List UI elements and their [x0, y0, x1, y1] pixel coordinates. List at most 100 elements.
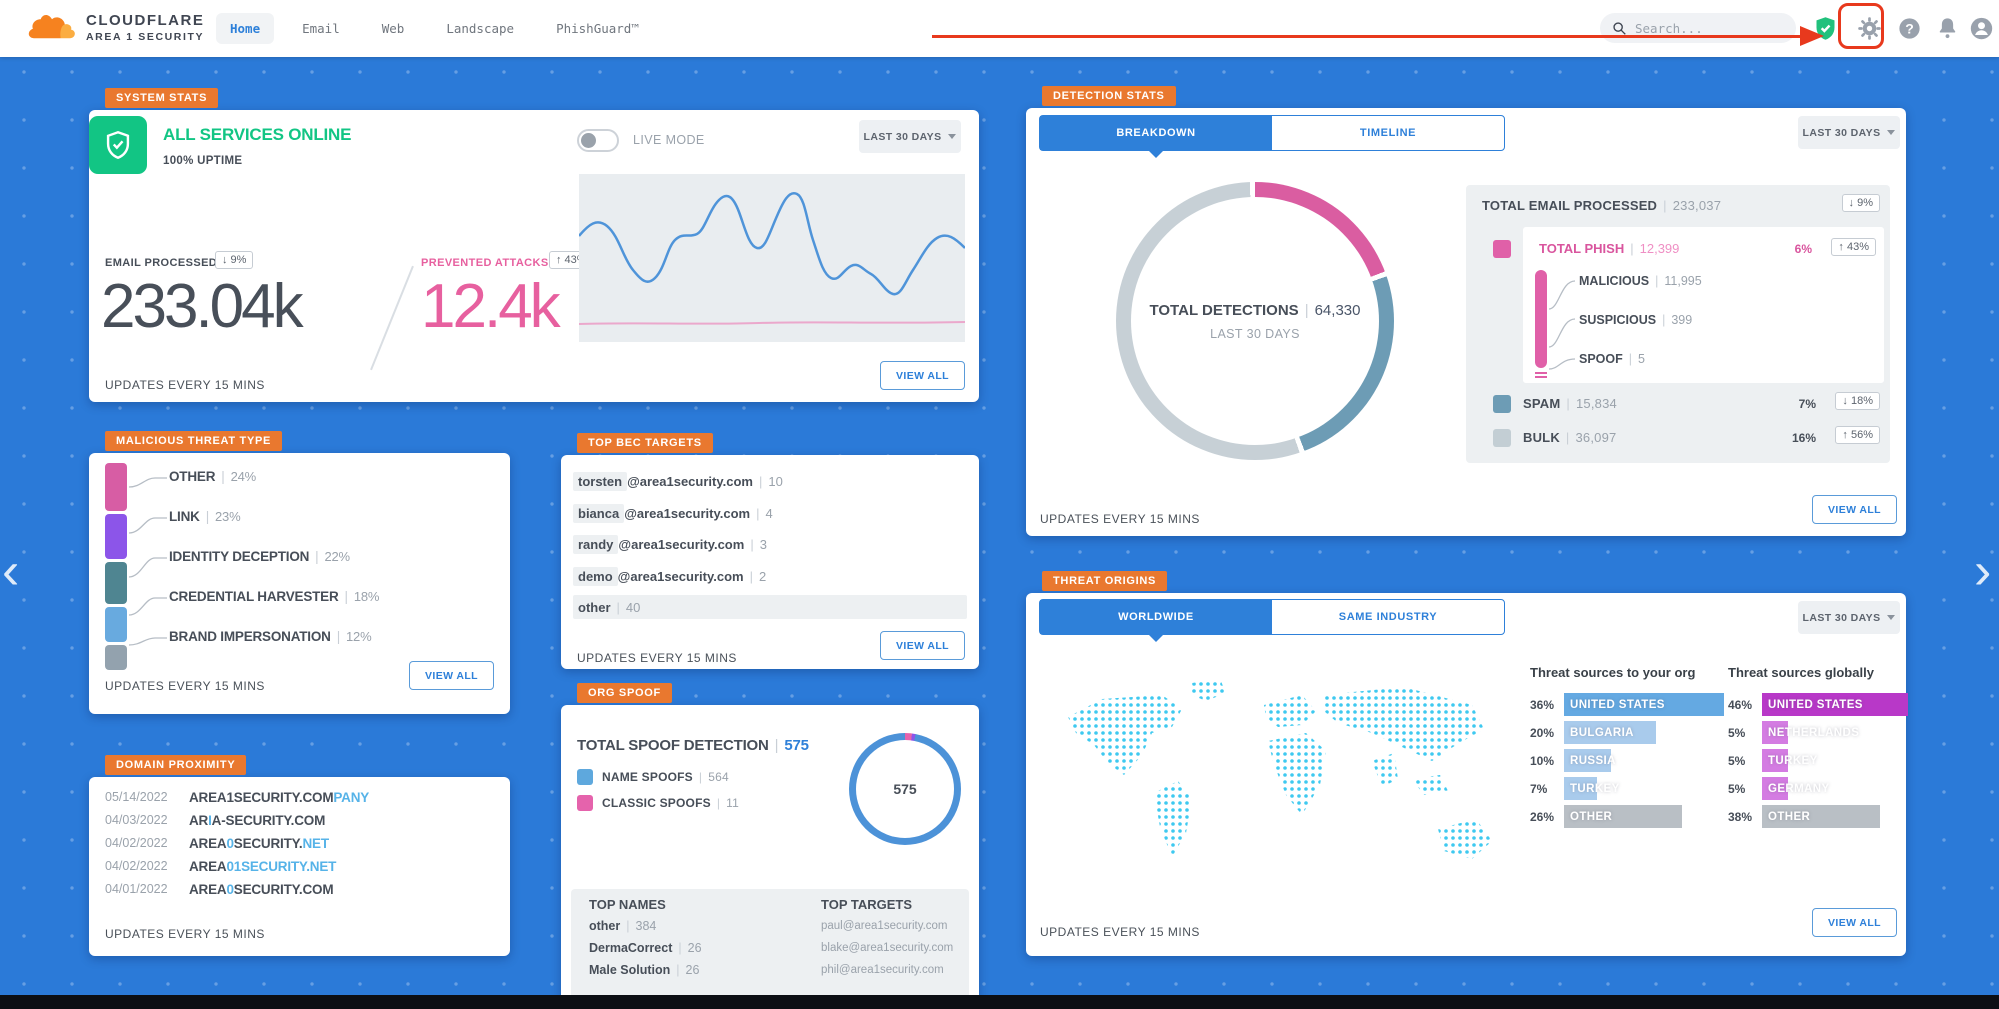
domain-row[interactable]: 05/14/2022 AREA1SECURITY.COMPANY	[105, 789, 370, 805]
top-bec-updates-text: UPDATES EVERY 15 MINS	[577, 651, 737, 665]
prevented-attacks-value: 12.4k	[421, 272, 561, 341]
bulk-pct: 16%	[1791, 431, 1816, 445]
date-range-dropdown[interactable]: LAST 30 DAYS	[859, 120, 961, 153]
detection-view-all-button[interactable]: VIEW ALL	[1812, 495, 1897, 524]
live-mode-label: LIVE MODE	[633, 133, 705, 147]
nav-phishguard[interactable]: PhishGuard™	[556, 21, 639, 36]
notifications-bell-icon[interactable]	[1934, 15, 1961, 42]
top-name-row: Male Solution26	[589, 963, 699, 977]
domain-row[interactable]: 04/02/2022 AREA0SECURITY.NET	[105, 835, 329, 851]
spam-delta-badge: ↓ 18%	[1835, 392, 1880, 410]
cloudflare-logo[interactable]: CLOUDFLARE AREA 1 SECURITY	[26, 8, 204, 46]
threat-origins-card: THREAT ORIGINS WORLDWIDE SAME INDUSTRY L…	[1026, 571, 1908, 956]
domain-row[interactable]: 04/02/2022 AREA01SECURITY.NET	[105, 858, 337, 874]
org-bar-row: 7% TURKEY	[1530, 777, 1619, 800]
threat-row-credential-harvester: CREDENTIAL HARVESTER18%	[169, 589, 379, 604]
bottom-window-bar	[0, 995, 1999, 1009]
threat-bar-identity-deception	[105, 562, 127, 604]
annotation-arrow-line	[932, 35, 1802, 38]
tab-breakdown[interactable]: BREAKDOWN	[1040, 116, 1272, 158]
stat-divider	[370, 265, 414, 371]
total-phish-pct: 6%	[1794, 242, 1812, 256]
detection-tabs: BREAKDOWN TIMELINE	[1039, 115, 1505, 158]
total-email-processed-row: TOTAL EMAIL PROCESSED233,037	[1482, 198, 1721, 213]
tab-timeline[interactable]: TIMELINE	[1359, 127, 1417, 139]
global-bar-row: 5% TURKEY	[1728, 749, 1817, 772]
org-spoof-tag: ORG SPOOF	[577, 683, 672, 703]
domain-row[interactable]: 04/03/2022 ARIA-SECURITY.COM	[105, 812, 326, 828]
top-names-header: TOP NAMES	[589, 897, 666, 912]
threat-row-identity-deception: IDENTITY DECEPTION22%	[169, 549, 350, 564]
tab-same-industry[interactable]: SAME INDUSTRY	[1338, 611, 1438, 623]
search-input[interactable]: Search...	[1600, 13, 1796, 43]
settings-gear-icon[interactable]	[1856, 15, 1883, 42]
total-phish-swatch	[1493, 240, 1511, 258]
top-target-row: paul@area1security.com	[821, 920, 948, 932]
domain-proximity-card: DOMAIN PROXIMITY 05/14/2022 AREA1SECURIT…	[89, 755, 510, 956]
detection-stats-card: DETECTION STATS BREAKDOWN TIMELINE LAST …	[1026, 86, 1906, 536]
global-bar-row: 38% OTHER	[1728, 805, 1880, 828]
global-sources-header: Threat sources globally	[1728, 665, 1874, 680]
nav-landscape[interactable]: Landscape	[446, 21, 515, 36]
bec-other-row[interactable]: other40	[573, 595, 967, 619]
detection-updates-text: UPDATES EVERY 15 MINS	[1040, 512, 1200, 526]
phish-connector-lines	[1549, 280, 1576, 370]
bec-target-row[interactable]: demo@area1security.com2	[573, 565, 766, 587]
domain-row[interactable]: 04/01/2022 AREA0SECURITY.COM	[105, 881, 334, 897]
malicious-threat-type-card: MALICIOUS THREAT TYPE OTHER24% LINK23% I…	[89, 431, 510, 714]
system-stats-view-all-button[interactable]: VIEW ALL	[880, 361, 965, 390]
org-bar-row: 26% OTHER	[1530, 805, 1682, 828]
carousel-right-icon[interactable]: ›	[1974, 542, 1992, 600]
spoof-row: SPOOF5	[1579, 352, 1645, 366]
spam-row: SPAM15,834	[1523, 396, 1617, 411]
nav-home[interactable]: Home	[216, 13, 275, 44]
nav-email[interactable]: Email	[302, 21, 340, 36]
detections-donut-chart	[1116, 182, 1394, 460]
phish-vertical-bar	[1535, 270, 1547, 368]
org-spoof-card: ORG SPOOF TOTAL SPOOF DETECTION575 NAME …	[561, 683, 979, 1005]
tab-worldwide[interactable]: WORLDWIDE	[1040, 600, 1272, 642]
phish-bar-dash	[1535, 372, 1547, 374]
top-targets-header: TOP TARGETS	[821, 897, 913, 912]
threat-bar-other	[105, 463, 127, 511]
domain-proximity-updates-text: UPDATES EVERY 15 MINS	[105, 927, 265, 941]
threat-origins-date-range-dropdown[interactable]: LAST 30 DAYS	[1798, 601, 1900, 634]
total-spoof-detection-title: TOTAL SPOOF DETECTION575	[577, 737, 809, 754]
spoof-donut-value: 575	[893, 781, 917, 797]
global-bar: NETHERLANDS	[1762, 721, 1859, 744]
org-bar: OTHER	[1564, 805, 1682, 828]
detection-stats-tag: DETECTION STATS	[1042, 86, 1176, 106]
threat-origins-view-all-button[interactable]: VIEW ALL	[1812, 908, 1897, 937]
help-icon[interactable]: ?	[1896, 15, 1923, 42]
nav-web[interactable]: Web	[381, 21, 405, 36]
annotation-arrowhead	[1800, 26, 1824, 46]
detection-date-range-dropdown[interactable]: LAST 30 DAYS	[1798, 116, 1900, 149]
threat-bar-brand-impersonation	[105, 645, 127, 670]
threat-origins-updates-text: UPDATES EVERY 15 MINS	[1040, 925, 1200, 939]
annotation-highlight-box	[1838, 3, 1884, 49]
bec-target-row[interactable]: torsten@area1security.com10	[573, 470, 783, 492]
bulk-swatch	[1493, 429, 1511, 447]
global-bar: GERMANY	[1762, 777, 1829, 800]
live-mode-toggle[interactable]	[577, 129, 619, 152]
detections-donut-center: TOTAL DETECTIONS64,330 LAST 30 DAYS	[1116, 182, 1394, 460]
malicious-threat-view-all-button[interactable]: VIEW ALL	[409, 661, 494, 690]
threat-bar-credential-harvester	[105, 607, 127, 642]
top-bec-view-all-button[interactable]: VIEW ALL	[880, 631, 965, 660]
user-account-icon[interactable]	[1968, 15, 1995, 42]
bec-target-row[interactable]: bianca@area1security.com4	[573, 502, 773, 524]
bec-target-row[interactable]: randy@area1security.com3	[573, 533, 767, 555]
spam-swatch	[1493, 395, 1511, 413]
search-placeholder: Search...	[1635, 20, 1703, 36]
world-dot-map	[1068, 679, 1492, 859]
org-bar-row: 10% RUSSIA	[1530, 749, 1615, 772]
carousel-left-icon[interactable]: ‹	[2, 542, 20, 600]
uptime-text: 100% UPTIME	[163, 155, 243, 167]
global-bar: OTHER	[1762, 805, 1880, 828]
threat-row-link: LINK23%	[169, 509, 241, 524]
top-nav-bar: CLOUDFLARE AREA 1 SECURITY Home Email We…	[0, 0, 1999, 57]
threat-origins-tabs: WORLDWIDE SAME INDUSTRY	[1039, 599, 1505, 642]
spoof-detail-panel: TOP NAMES other384 DermaCorrect26 Male S…	[571, 889, 969, 1001]
search-icon	[1613, 21, 1626, 35]
malicious-threat-updates-text: UPDATES EVERY 15 MINS	[105, 679, 265, 693]
